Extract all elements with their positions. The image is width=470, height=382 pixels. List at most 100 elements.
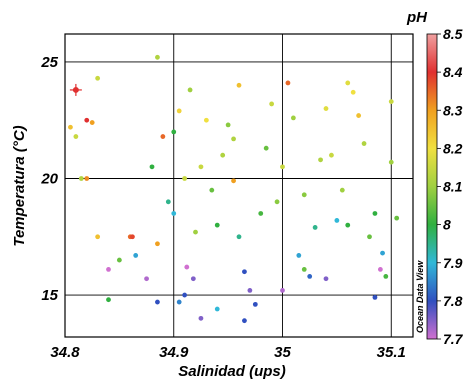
data-point bbox=[68, 124, 73, 130]
data-point bbox=[133, 253, 139, 258]
data-point bbox=[220, 152, 226, 158]
data-point bbox=[372, 294, 378, 300]
data-point bbox=[84, 117, 90, 123]
y-axis-title: Temperatura (°C) bbox=[11, 125, 28, 246]
data-point bbox=[290, 115, 296, 121]
data-point bbox=[203, 117, 209, 123]
colorbar-tick-label: 8.2 bbox=[443, 140, 463, 156]
data-point bbox=[307, 274, 313, 279]
y-tick-label: 20 bbox=[40, 171, 58, 188]
data-point bbox=[89, 120, 95, 125]
data-point bbox=[176, 108, 182, 114]
colorbar-tick-label: 7.9 bbox=[443, 255, 463, 271]
data-point bbox=[198, 164, 204, 170]
data-point bbox=[187, 87, 193, 93]
colorbar-tick-label: 7.8 bbox=[443, 293, 463, 309]
data-point bbox=[383, 274, 389, 279]
y-tick-labels: 15 20 25 bbox=[40, 54, 58, 304]
data-point bbox=[394, 215, 400, 221]
data-point bbox=[274, 199, 280, 205]
data-point bbox=[269, 101, 275, 107]
data-point bbox=[280, 287, 285, 293]
data-point bbox=[149, 164, 155, 170]
colorbar-tick-label: 8.1 bbox=[443, 179, 463, 195]
data-point bbox=[296, 253, 302, 258]
data-point bbox=[356, 113, 362, 118]
data-point bbox=[339, 187, 345, 193]
data-point bbox=[106, 267, 111, 272]
data-point bbox=[236, 82, 242, 88]
grid-lines bbox=[64, 34, 413, 337]
data-point bbox=[214, 306, 220, 312]
data-point bbox=[231, 136, 236, 142]
x-tick-label: 35 bbox=[274, 344, 291, 361]
data-point bbox=[329, 152, 334, 158]
data-point bbox=[171, 211, 177, 216]
watermark-text: Ocean Data View bbox=[415, 260, 425, 333]
data-point bbox=[84, 176, 90, 181]
data-point bbox=[116, 257, 122, 263]
data-point bbox=[334, 218, 340, 223]
data-point bbox=[106, 297, 111, 303]
colorbar-tick-label: 8 bbox=[443, 217, 451, 233]
highlight-marker bbox=[69, 83, 82, 96]
data-point bbox=[95, 234, 101, 240]
data-point bbox=[361, 141, 367, 146]
data-point bbox=[323, 106, 329, 111]
data-point bbox=[198, 315, 204, 321]
data-point bbox=[350, 89, 356, 95]
scatter-points bbox=[68, 54, 400, 324]
data-point bbox=[247, 287, 253, 293]
colorbar-tick-label: 7.7 bbox=[443, 331, 464, 347]
data-point bbox=[171, 129, 177, 135]
data-point bbox=[144, 276, 149, 282]
x-tick-labels: 34.8 34.9 35 35.1 bbox=[50, 344, 405, 361]
data-point bbox=[367, 234, 372, 240]
data-point bbox=[258, 211, 264, 216]
data-point bbox=[193, 229, 198, 235]
x-tick-label: 34.8 bbox=[50, 344, 80, 361]
data-point bbox=[209, 187, 215, 193]
colorbar-tick-label: 8.4 bbox=[443, 64, 463, 80]
data-point bbox=[165, 199, 171, 205]
data-point bbox=[225, 122, 231, 128]
colorbar-tick-labels: 7.7 7.8 7.9 8 8.1 8.2 8.3 8.4 8.5 bbox=[437, 26, 464, 347]
data-point bbox=[73, 134, 79, 139]
plot-frame bbox=[64, 33, 414, 338]
data-point bbox=[78, 176, 84, 181]
data-point bbox=[155, 299, 160, 305]
data-point bbox=[252, 301, 258, 307]
data-point bbox=[190, 276, 196, 282]
x-tick-label: 35.1 bbox=[377, 344, 406, 361]
data-point bbox=[388, 159, 394, 165]
data-point bbox=[345, 80, 351, 86]
data-point bbox=[263, 145, 269, 151]
data-point bbox=[176, 299, 182, 305]
data-point bbox=[242, 269, 247, 275]
data-point bbox=[380, 250, 385, 256]
data-point bbox=[231, 178, 236, 184]
data-point bbox=[236, 234, 242, 240]
data-point bbox=[155, 54, 160, 60]
x-axis-title: Salinidad (ups) bbox=[178, 363, 286, 380]
data-point bbox=[377, 267, 383, 272]
y-tick-label: 25 bbox=[40, 54, 58, 71]
data-point bbox=[214, 222, 220, 228]
y-tick-label: 15 bbox=[41, 287, 58, 304]
data-point bbox=[301, 267, 307, 272]
data-point bbox=[160, 134, 166, 139]
data-point bbox=[182, 176, 188, 181]
data-point bbox=[318, 157, 323, 163]
data-point bbox=[155, 241, 160, 247]
data-point bbox=[388, 99, 394, 104]
data-point bbox=[280, 164, 285, 170]
colorbar-tick-label: 8.3 bbox=[443, 102, 463, 118]
data-point bbox=[95, 75, 101, 81]
data-point bbox=[242, 318, 247, 324]
colorbar bbox=[426, 33, 438, 340]
data-point bbox=[312, 225, 318, 230]
colorbar-tick-label: 8.5 bbox=[443, 26, 463, 42]
data-point bbox=[301, 192, 307, 198]
data-point bbox=[372, 211, 378, 216]
x-tick-label: 34.9 bbox=[159, 344, 189, 361]
